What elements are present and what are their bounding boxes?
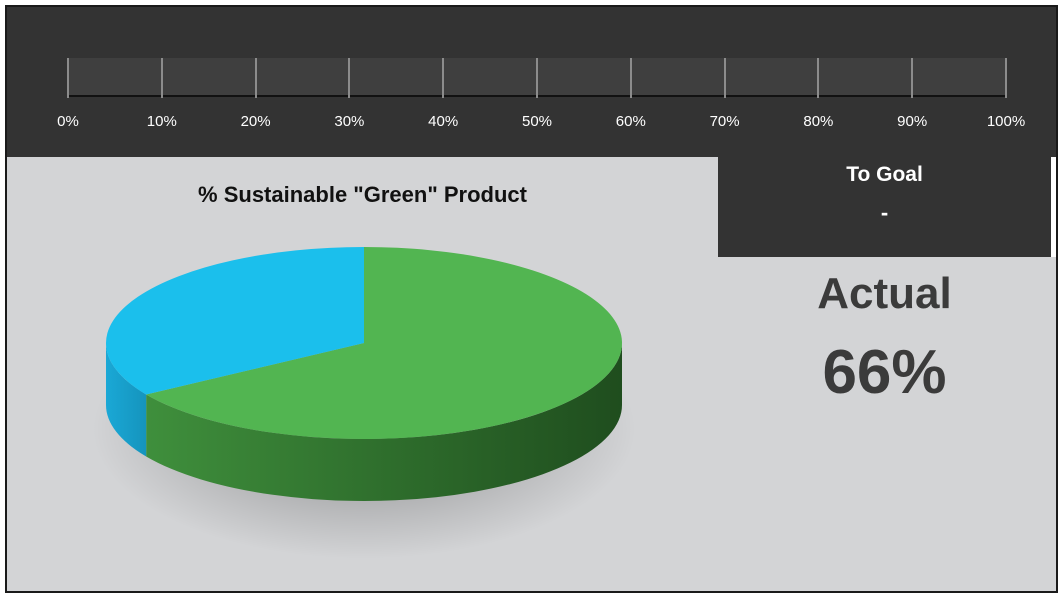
scale-label: 10% bbox=[146, 113, 177, 130]
to-goal-value: - bbox=[880, 200, 889, 225]
scale-label: 30% bbox=[334, 113, 365, 130]
to-goal-panel: To Goal - bbox=[718, 157, 1051, 257]
pie-slice-side-1 bbox=[106, 343, 147, 457]
scale-label: 70% bbox=[709, 113, 740, 130]
scale-tick bbox=[629, 58, 632, 98]
pie-chart bbox=[92, 247, 636, 559]
scale-label: 40% bbox=[428, 113, 459, 130]
to-goal-title: To Goal bbox=[846, 163, 923, 186]
pie-slice-1 bbox=[105, 247, 364, 395]
scale-tick bbox=[160, 58, 163, 98]
dashboard-frame: 0% 10% 20% 30% 40% 50% 60% 70% 80% 90% 100% % Sust… bbox=[5, 5, 1058, 593]
scale-tick bbox=[1005, 58, 1007, 98]
chart-title: % Sustainable "Green" Product bbox=[198, 182, 527, 207]
scale-label: 20% bbox=[240, 113, 271, 130]
scale-tick bbox=[723, 58, 726, 98]
scale-label: 100% bbox=[986, 113, 1026, 130]
actual-value: 66% bbox=[822, 338, 947, 407]
scale-label: 0% bbox=[57, 113, 79, 130]
scale-tick bbox=[348, 58, 351, 98]
scale-label: 60% bbox=[615, 113, 646, 130]
scale-label: 80% bbox=[803, 113, 834, 130]
scale-tick bbox=[254, 58, 257, 98]
scale-tick bbox=[817, 58, 820, 98]
progress-scale-panel: 0% 10% 20% 30% 40% 50% 60% 70% 80% 90% 100% bbox=[7, 7, 1056, 157]
scale-tick bbox=[67, 58, 69, 98]
scale-label: 50% bbox=[521, 113, 553, 130]
scale-tick bbox=[536, 58, 538, 98]
pie-slice-side-0 bbox=[146, 343, 622, 502]
scale-label: 90% bbox=[897, 113, 928, 130]
pie-slice-0 bbox=[146, 247, 622, 439]
scale-tick bbox=[442, 58, 445, 98]
panel-edge-strip bbox=[1051, 157, 1056, 257]
scale-tick bbox=[911, 58, 914, 98]
actual-label: Actual bbox=[817, 269, 952, 318]
